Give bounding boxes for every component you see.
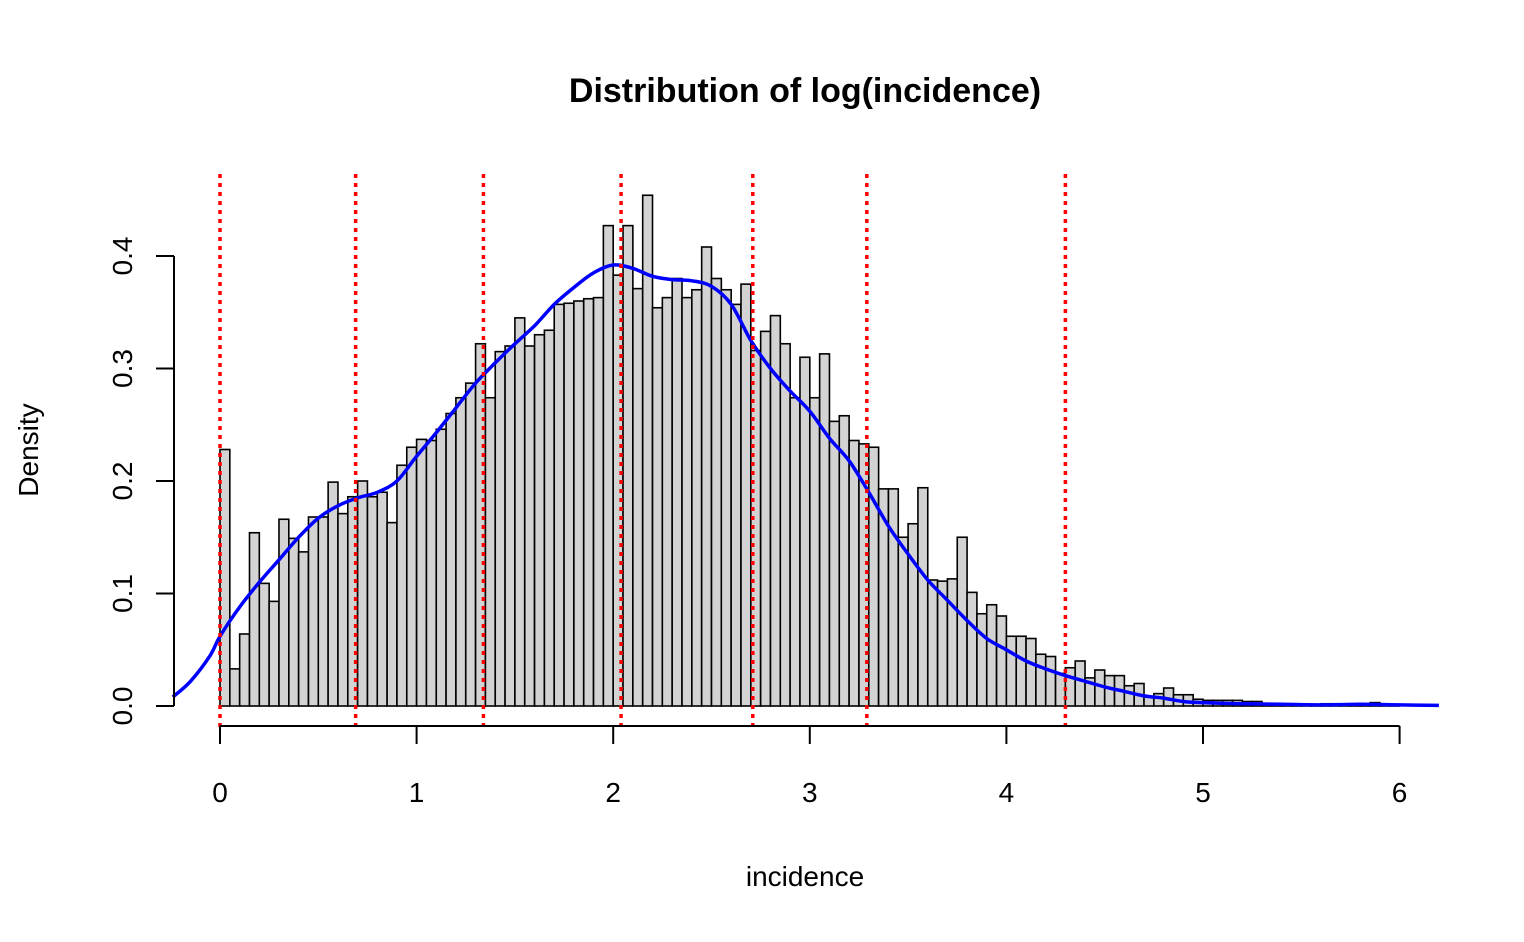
histogram-bar [543, 329, 556, 707]
histogram-bar [671, 277, 683, 707]
histogram-bar [445, 412, 457, 707]
y-tick-label: 0.4 [107, 237, 138, 276]
histogram-bar [720, 288, 732, 707]
histogram-bar [504, 345, 516, 707]
histogram-bars [219, 194, 1401, 707]
histogram-bar [926, 579, 939, 707]
histogram-bar [602, 224, 614, 707]
histogram-bar [563, 302, 575, 707]
histogram-bar [582, 297, 595, 707]
histogram-bar [248, 531, 261, 707]
histogram-bar [573, 300, 585, 707]
histogram-bar [405, 446, 418, 707]
histogram-bar [297, 551, 310, 707]
histogram-bar [632, 287, 644, 707]
histogram-bar [356, 480, 369, 707]
histogram-bar [1025, 637, 1037, 707]
histogram-bar [1044, 655, 1057, 707]
histogram-bar [386, 521, 398, 707]
histogram-bar [268, 600, 280, 707]
histogram-bar [396, 464, 408, 707]
histogram-bar [818, 353, 831, 707]
histogram-bar [779, 342, 791, 707]
x-tick-label: 0 [212, 777, 228, 808]
histogram-bar [1103, 674, 1116, 707]
histogram-bar [1005, 635, 1018, 707]
histogram-bar [425, 439, 438, 707]
y-tick-label: 0.0 [107, 687, 138, 726]
histogram-bar [415, 438, 428, 707]
x-tick-label: 1 [409, 777, 425, 808]
histogram-bar [985, 603, 998, 707]
histogram-bar [376, 491, 388, 707]
histogram-bar [1064, 666, 1077, 707]
histogram-bar [995, 615, 1008, 707]
x-axis: 0 1 2 3 4 5 6 [212, 725, 1408, 808]
histogram-bar [966, 591, 978, 707]
quantile-lines [218, 174, 1068, 730]
histogram-bar [238, 633, 251, 707]
histogram-bar [661, 296, 673, 707]
histogram-bar [897, 536, 909, 707]
histogram-bar [229, 668, 241, 707]
histogram-bar [553, 303, 565, 707]
histogram-bar [317, 516, 329, 707]
x-tick-label: 5 [1195, 777, 1211, 808]
histogram-bar [258, 582, 270, 707]
histogram-bar [848, 439, 860, 707]
histogram-bar [740, 283, 752, 707]
histogram-bar [710, 277, 723, 707]
histogram-bar [592, 296, 605, 707]
histogram-bar [907, 522, 919, 707]
x-tick-label: 3 [802, 777, 818, 808]
histogram-bar [1123, 684, 1135, 707]
y-tick-label: 0.3 [107, 349, 138, 388]
histogram-bar [455, 396, 467, 707]
histogram-bar [730, 303, 742, 707]
histogram-bar [307, 516, 320, 707]
histogram-bar [337, 512, 349, 707]
histogram-bar [759, 330, 772, 707]
x-tick-label: 4 [999, 777, 1015, 808]
histogram-bar [514, 317, 526, 707]
y-axis-label: Density [13, 403, 44, 496]
histogram-bar [887, 488, 900, 707]
histogram-bar [1015, 635, 1027, 707]
y-tick-label: 0.2 [107, 462, 138, 501]
histogram-bar [288, 537, 300, 707]
histogram-bar [622, 224, 634, 707]
x-axis-label: incidence [746, 861, 864, 892]
y-axis: 0.0 0.1 0.2 0.3 0.4 [107, 237, 175, 726]
y-tick-label: 0.1 [107, 574, 138, 613]
histogram-bar [828, 420, 841, 707]
histogram-bar [523, 345, 536, 707]
histogram-bar [946, 578, 959, 707]
histogram-bar [651, 306, 664, 707]
histogram-bar [700, 246, 713, 707]
histogram-bar [691, 288, 703, 707]
x-tick-label: 6 [1392, 777, 1408, 808]
histogram-bar [1035, 653, 1047, 707]
histogram-bar [867, 446, 880, 707]
histogram-bar [789, 396, 801, 707]
histogram-bar [464, 382, 477, 707]
histogram-bar [1074, 660, 1086, 707]
histogram-bar [327, 481, 339, 707]
histogram-bar [494, 350, 506, 707]
histogram-bar [484, 396, 497, 707]
histogram-bar [435, 428, 447, 707]
histogram-bar [278, 518, 290, 707]
histogram-bar [917, 486, 929, 707]
histogram-bar [956, 536, 968, 707]
histogram-bar [976, 612, 988, 707]
histogram-bar [681, 296, 693, 707]
chart-title: Distribution of log(incidence) [569, 72, 1041, 110]
histogram-bar [366, 495, 379, 707]
histogram-bar [808, 396, 821, 707]
histogram-bar [219, 448, 231, 707]
x-tick-label: 2 [605, 777, 621, 808]
histogram-bar [533, 333, 546, 707]
